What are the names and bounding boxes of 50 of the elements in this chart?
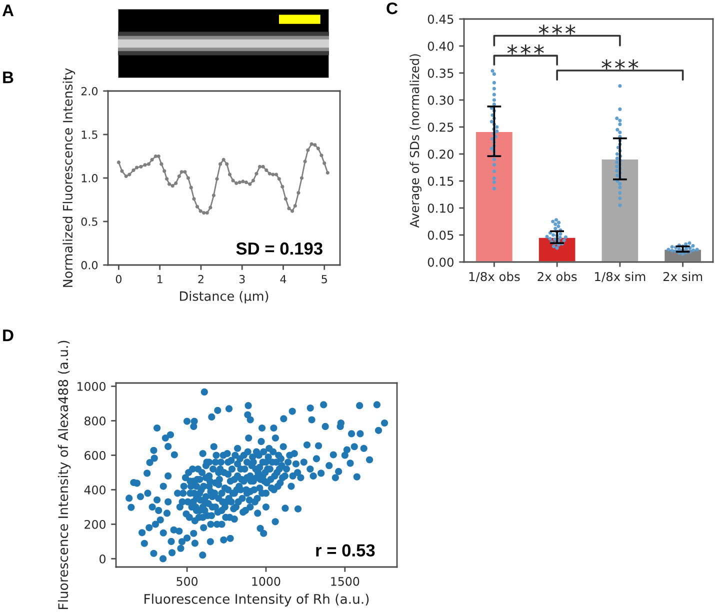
x-tick-label: 2 (198, 274, 204, 284)
annotation: *** (507, 44, 544, 55)
x-tick-label: 1/8x sim (595, 272, 646, 282)
annotation: *** (538, 24, 576, 35)
y-tick-label: 600 (84, 450, 106, 460)
y-tick-label: 0.05 (428, 230, 454, 240)
annotation: *** (602, 59, 638, 70)
y-tick-label: 0.25 (428, 122, 454, 132)
y-axis-title: Average of SDs (normalized) (410, 54, 422, 228)
y-tick-label: 0.40 (428, 42, 454, 51)
y-tick-label: 200 (84, 520, 106, 529)
y-tick-label: 400 (84, 485, 106, 494)
x-tick-label: 2x sim (663, 272, 702, 282)
y-tick-label: 1000 (78, 382, 106, 391)
x-tick-label: 1/8x obs (469, 272, 520, 282)
y-axis-title: Fluorescence Intensity of Alexa488 (a.u.) (58, 340, 71, 610)
y-tick-label: 2.0 (81, 86, 98, 96)
y-tick-label: 0.10 (428, 204, 454, 213)
annotation: SD = 0.193 (236, 242, 322, 255)
bar (474, 130, 514, 262)
x-tick-label: 1000 (252, 576, 280, 586)
y-tick-label: 0 (100, 554, 106, 564)
y-tick-label: 0.00 (428, 258, 454, 267)
y-tick-label: 0.35 (428, 68, 454, 78)
y-axis-title: Normalized Fluorescence Intensity (62, 68, 76, 287)
text: A (2, 4, 14, 16)
x-tick-label: 2x obs (538, 272, 577, 282)
x-tick-label: 1500 (331, 576, 360, 586)
y-tick-label: 0.30 (428, 96, 454, 105)
y-tick-label: 1.0 (82, 174, 98, 182)
x-axis-title: Distance (µm) (180, 291, 268, 304)
y-tick-label: 1.5 (82, 130, 98, 139)
y-tick-label: 0.20 (428, 150, 454, 159)
y-tick-label: 0.5 (81, 217, 98, 226)
chart-title: D (3, 330, 14, 342)
y-tick-label: 0.45 (428, 14, 454, 24)
x-tick-label: 0 (116, 274, 122, 284)
y-tick-label: 0.15 (428, 176, 454, 186)
annotation: r = 0.53 (316, 544, 375, 557)
chart-title: B (3, 72, 14, 84)
bar (600, 158, 640, 262)
y-tick-label: 800 (84, 416, 106, 426)
x-axis-title: Fluorescence Intensity of Rh (a.u.) (144, 594, 369, 606)
x-tick-label: 1 (158, 275, 162, 284)
x-tick-label: 4 (280, 275, 286, 284)
x-tick-label: 3 (239, 274, 245, 284)
y-tick-label: 0.0 (81, 260, 98, 270)
x-tick-label: 5 (322, 275, 327, 284)
x-tick-label: 500 (176, 576, 198, 586)
chart-title: C (386, 2, 398, 14)
